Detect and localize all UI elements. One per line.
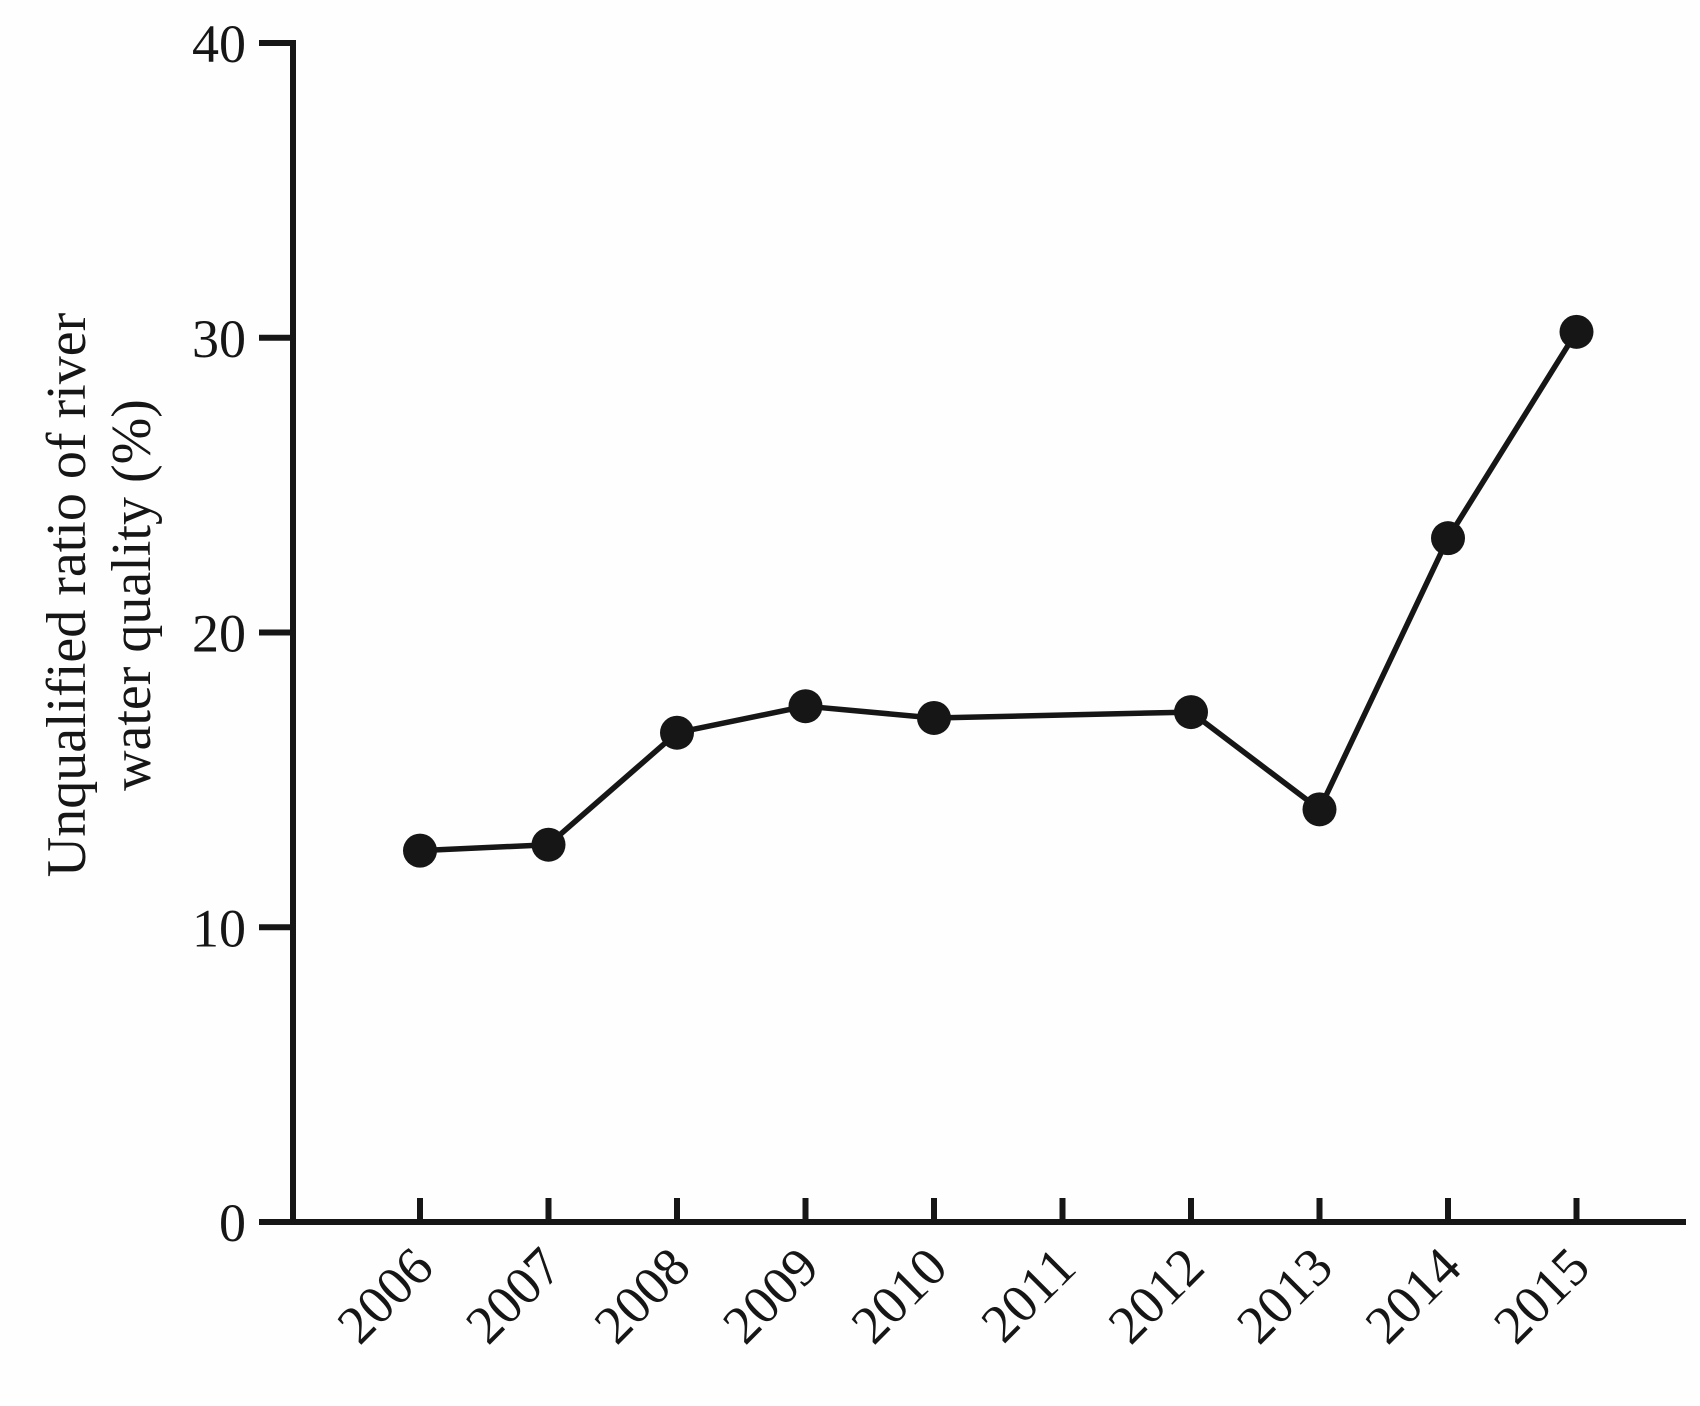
y-tick-label: 20: [192, 604, 246, 664]
data-point-2009: [788, 689, 823, 724]
data-point-2007: [531, 827, 566, 862]
axes-spines: [290, 40, 1686, 1225]
x-tick-label: 2010: [840, 1236, 959, 1355]
data-point-2013: [1302, 792, 1337, 827]
y-tick-label: 10: [192, 898, 246, 958]
x-tick-label: 2014: [1354, 1236, 1473, 1355]
data-point-2006: [403, 833, 437, 868]
x-tick-label: 2008: [583, 1236, 702, 1355]
data-point-2015: [1559, 314, 1594, 349]
x-tick-label: 2013: [1225, 1236, 1344, 1355]
data-point-2014: [1431, 521, 1465, 556]
y-tick-label: 40: [192, 14, 246, 74]
data-point-2008: [660, 715, 694, 750]
x-tick-label: 2007: [454, 1236, 573, 1355]
y-axis-title-line: Unqualified ratio of river: [36, 312, 98, 877]
x-tick-label: 2015: [1482, 1236, 1601, 1355]
y-tick-label: 0: [219, 1193, 246, 1253]
data-point-2012: [1174, 695, 1208, 730]
x-tick-label: 2012: [1097, 1236, 1216, 1355]
series-line: [417, 329, 1580, 854]
data-point-2010: [917, 700, 951, 735]
y-axis-title-line: water quality (%): [101, 399, 163, 791]
y-tick-label: 30: [192, 309, 246, 369]
x-tick-label: 2011: [970, 1236, 1087, 1353]
x-tick-label: 2006: [326, 1236, 445, 1355]
x-tick-label: 2009: [711, 1236, 830, 1355]
